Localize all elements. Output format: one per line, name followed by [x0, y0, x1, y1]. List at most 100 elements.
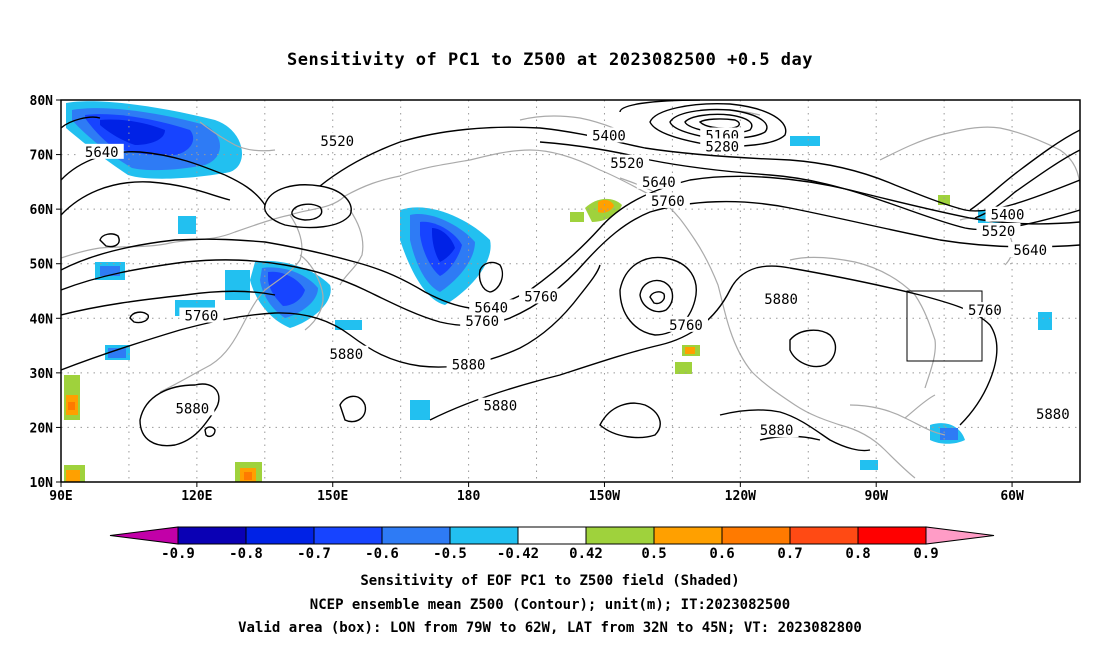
contour-label-text: 5880: [1036, 407, 1070, 423]
contour-label-text: 5880: [760, 423, 794, 439]
contour-label: 5640: [636, 173, 681, 191]
contour-label-text: 5520: [610, 156, 644, 172]
colorbar-label: -0.5: [433, 546, 467, 562]
contour-label: 5520: [976, 222, 1021, 240]
contour-label-text: 5640: [85, 145, 119, 161]
colorbar-label: 0.6: [709, 546, 734, 562]
colorbar-segment: [653, 526, 723, 545]
contour-label: 5760: [663, 316, 708, 334]
contour-label: 5280: [700, 138, 745, 155]
contour-label: 5760: [645, 192, 690, 210]
lon-tick-label: 120E: [181, 489, 212, 504]
colorbar-label: -0.7: [297, 546, 331, 562]
contour-label: 5400: [586, 127, 631, 144]
colorbar-segment: [177, 526, 247, 545]
contour-label-text: 5760: [651, 194, 685, 210]
contour-label: 5520: [605, 154, 650, 172]
colorbar-label: -0.8: [229, 546, 263, 562]
contour-label-text: 5520: [320, 134, 354, 150]
contour-label: 5640: [469, 299, 514, 316]
contour-label-text: 5640: [1013, 243, 1047, 259]
colorbar-segment: [789, 526, 859, 545]
contour-label-text: 5880: [764, 292, 798, 308]
sensitivity-shading: [64, 101, 1052, 482]
lon-tick-label: 90W: [864, 489, 888, 504]
colorbar-label: 0.9: [913, 546, 938, 562]
lon-tick-label: 60W: [1000, 489, 1024, 504]
contour-label-text: 5640: [642, 175, 676, 191]
contour-label: 5880: [1030, 405, 1075, 423]
colorbar-segment: [721, 526, 791, 545]
longitude-axis: 90E 120E 150E 180 150W 120W 90W 60W: [49, 482, 1024, 504]
lat-tick-label: 70N: [30, 149, 54, 164]
caption-line-1: Sensitivity of EOF PC1 to Z500 field (Sh…: [360, 573, 740, 589]
colorbar-segment: [517, 526, 587, 545]
caption-line-2: NCEP ensemble mean Z500 (Contour); unit(…: [309, 597, 791, 613]
lat-tick-label: 30N: [30, 367, 54, 382]
colorbar-label: 0.5: [641, 546, 666, 562]
latitude-axis: 80N 70N 60N 50N 40N 30N 20N 10N: [30, 94, 61, 491]
contour-label-text: 5760: [669, 318, 703, 334]
colorbar-overflow-triangle: [925, 526, 995, 545]
colorbar-segment: [585, 526, 655, 545]
colorbar-label: -0.6: [365, 546, 399, 562]
lon-tick-label: 150E: [317, 489, 348, 504]
contour-label-text: 5400: [592, 128, 626, 144]
contour-label: 5640: [79, 143, 124, 161]
contour-label: 5880: [759, 291, 804, 308]
colorbar-label: 0.8: [845, 546, 870, 562]
lon-tick-label: 120W: [725, 489, 756, 504]
contour-label: 5880: [170, 400, 215, 417]
contour-label-text: 5400: [991, 208, 1025, 224]
lat-tick-label: 40N: [30, 312, 54, 327]
contour-label-text: 5280: [705, 139, 739, 155]
caption-line-3: Valid area (box): LON from 79W to 62W, L…: [238, 620, 862, 636]
colorbar-segment: [857, 526, 927, 545]
contour-label-text: 5760: [185, 309, 219, 325]
contour-label: 5760: [519, 288, 564, 305]
colorbar-segment: [313, 526, 383, 545]
contour-label-text: 5880: [452, 358, 486, 374]
colorbar-segment: [449, 526, 519, 545]
colorbar-label: -0.9: [161, 546, 195, 562]
lon-tick-label: 90E: [49, 489, 72, 504]
contour-label-text: 5520: [982, 224, 1016, 240]
contour-label-text: 5880: [329, 347, 363, 363]
contour-label-text: 5880: [483, 399, 517, 415]
contour-label: 5880: [754, 422, 799, 439]
contour-label: 5640: [1008, 242, 1053, 259]
colorbar: -0.9 -0.8 -0.7 -0.6 -0.5 -0.42 0.42 0.5 0.6 0.7 0.…: [109, 526, 995, 562]
lat-tick-label: 20N: [30, 421, 54, 436]
contour-label: 5520: [315, 132, 360, 150]
contour-label-text: 5640: [474, 300, 508, 316]
figure-title: Sensitivity of PC1 to Z500 at 2023082500…: [286, 50, 813, 70]
contour-label: 5880: [324, 345, 369, 363]
contour-label: 5760: [179, 307, 224, 325]
colorbar-segment: [381, 526, 451, 545]
contour-label-text: 5760: [524, 289, 558, 305]
contour-label-text: 5760: [968, 303, 1002, 319]
lon-tick-label: 180: [457, 489, 481, 504]
colorbar-label: 0.42: [569, 546, 603, 562]
valid-area-box: [906, 290, 983, 362]
contour-label-text: 5760: [465, 314, 499, 330]
colorbar-underflow-triangle: [109, 526, 179, 545]
contour-label: 5880: [446, 356, 491, 374]
lat-tick-label: 10N: [30, 476, 54, 491]
lat-tick-label: 50N: [30, 258, 54, 273]
lon-tick-label: 150W: [589, 489, 620, 504]
contour-label: 5760: [962, 302, 1007, 319]
contour-label: 5760: [460, 313, 505, 330]
colorbar-segment: [245, 526, 315, 545]
contour-label-text: 5880: [175, 401, 209, 417]
lat-tick-label: 80N: [30, 94, 54, 109]
map-frame: [60, 99, 1081, 483]
colorbar-label: 0.7: [777, 546, 802, 562]
colorbar-label: -0.42: [497, 546, 539, 562]
contour-label: 5880: [478, 397, 523, 415]
lat-tick-label: 60N: [30, 203, 54, 218]
contour-label: 5400: [985, 206, 1030, 224]
